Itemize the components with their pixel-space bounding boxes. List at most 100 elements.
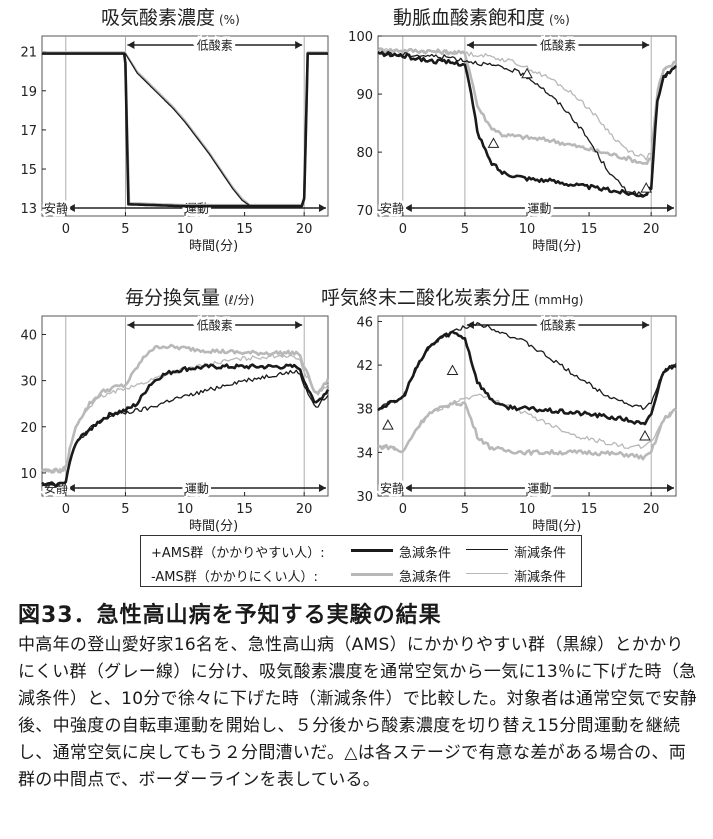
y-tick-label: 80 <box>356 146 373 161</box>
legend-condition-label: 急減条件 <box>399 546 452 561</box>
figure-caption: 中高年の登山愛好家16名を、急性高山病（AMS）にかかりやすい群（黒線）とかかり… <box>18 635 697 790</box>
x-tick-label: 20 <box>643 222 660 237</box>
y-tick-label: 20 <box>20 421 37 436</box>
significance-triangle-icon <box>487 137 500 148</box>
x-tick-label: 5 <box>121 502 129 517</box>
plot-frame <box>41 35 329 217</box>
exercise-label: 運動 <box>527 482 551 496</box>
significance-triangle-icon <box>639 429 651 441</box>
y-tick-label: 21 <box>20 46 37 61</box>
series-line-neg-gradual <box>377 47 677 161</box>
legend-condition-label: 急減条件 <box>399 570 452 585</box>
series-line-pos-gradual <box>41 369 329 488</box>
legend-swatch-neg-gradual <box>466 573 508 574</box>
x-tick-label: 10 <box>177 222 194 237</box>
hypoxia-label: 低酸素 <box>197 38 233 53</box>
significance-triangle-icon <box>521 67 533 79</box>
chart-title: 毎分換気量 <box>125 287 220 309</box>
x-tick-label: 20 <box>296 222 313 237</box>
x-tick-label: 10 <box>519 222 536 237</box>
y-tick-label: 13 <box>20 202 37 217</box>
series-line-neg-rapid <box>41 343 330 474</box>
figure-title: 図33．急性高山病を予知する実験の結果 <box>18 603 442 628</box>
legend-box: +AMS群（かかりやすい人）: 急減条件 漸減条件 -AMS群（かかりにくい人）… <box>140 535 582 587</box>
exercise-label: 運動 <box>185 202 209 216</box>
x-axis-label: 時間(分) <box>189 239 238 254</box>
y-tick-label: 38 <box>356 403 373 418</box>
series-line-neg-rapid <box>377 399 677 461</box>
x-tick-label: 15 <box>581 222 598 237</box>
arrow-right-icon <box>642 41 650 49</box>
y-tick-label: 15 <box>20 163 37 178</box>
legend-row-ams-negative: -AMS群（かかりにくい人）: 急減条件 漸減条件 <box>141 562 581 586</box>
arrow-left-icon <box>466 41 474 49</box>
y-tick-label: 46 <box>356 315 373 330</box>
series-line-pos-rapid <box>377 50 677 198</box>
y-tick-label: 40 <box>20 328 37 343</box>
chart-title: 吸気酸素濃度 <box>101 7 215 29</box>
x-tick-label: 5 <box>121 222 129 237</box>
series-line-pos-gradual <box>377 322 677 411</box>
x-axis-label: 時間(分) <box>532 239 581 254</box>
y-tick-label: 90 <box>356 88 373 103</box>
significance-triangle-icon <box>640 182 653 193</box>
legend-row-ams-positive: +AMS群（かかりやすい人）: 急減条件 漸減条件 <box>141 538 581 562</box>
hypoxia-label: 低酸素 <box>540 318 576 333</box>
series-line-pos-rapid <box>41 363 330 488</box>
arrow-left-icon <box>67 484 75 492</box>
series-line-pos-rapid <box>377 330 677 426</box>
arrow-left-icon <box>127 321 135 329</box>
chart-title: 動脈血酸素飽和度 <box>393 7 545 29</box>
chart-unit: (%) <box>549 13 570 27</box>
rest-label: 安静 <box>380 201 404 216</box>
arrow-right-icon <box>667 484 674 492</box>
chart-unit: (ℓ/分) <box>224 293 254 307</box>
chart-unit: (%) <box>219 13 240 27</box>
x-tick-label: 0 <box>399 502 407 517</box>
legend-swatch-pos-rapid <box>351 549 393 552</box>
legend-condition-label: 漸減条件 <box>514 570 567 585</box>
legend-group-label: -AMS群（かかりにくい人）: <box>151 570 318 585</box>
y-tick-label: 19 <box>20 85 37 100</box>
legend-condition-label: 漸減条件 <box>514 546 567 561</box>
y-tick-label: 10 <box>20 467 37 482</box>
y-tick-label: 30 <box>356 490 373 505</box>
x-tick-label: 15 <box>236 502 253 517</box>
hypoxia-label: 低酸素 <box>197 318 233 333</box>
plot-frame <box>41 315 329 497</box>
arrow-right-icon <box>295 41 303 49</box>
arrow-right-icon <box>319 484 326 492</box>
series-line-neg-gradual <box>41 353 329 474</box>
chart-title: 呼気終末二酸化炭素分圧 <box>321 287 530 309</box>
rest-label: 安静 <box>380 481 404 496</box>
x-tick-label: 5 <box>461 502 469 517</box>
arrow-right-icon <box>319 204 326 212</box>
exercise-label: 運動 <box>527 202 551 216</box>
x-axis-label: 時間(分) <box>532 519 581 534</box>
x-tick-label: 0 <box>399 222 407 237</box>
arrow-right-icon <box>295 321 303 329</box>
series-line-pos-gradual <box>42 52 328 207</box>
x-tick-label: 10 <box>177 502 194 517</box>
y-tick-label: 100 <box>348 30 373 45</box>
chart-unit: (mmHg) <box>534 293 583 307</box>
x-tick-label: 15 <box>236 222 253 237</box>
y-tick-label: 30 <box>20 375 37 390</box>
x-tick-label: 0 <box>62 222 70 237</box>
arrow-left-icon <box>404 484 412 492</box>
series-line-neg-gradual <box>377 393 677 453</box>
x-tick-label: 20 <box>296 502 313 517</box>
x-tick-label: 20 <box>643 502 660 517</box>
legend-group-label: +AMS群（かかりやすい人）: <box>151 546 325 561</box>
series-line-neg-rapid <box>42 51 328 207</box>
y-tick-label: 34 <box>356 446 373 461</box>
x-tick-label: 10 <box>519 502 536 517</box>
arrow-left-icon <box>127 41 135 49</box>
series-line-pos-gradual <box>377 50 677 197</box>
x-tick-label: 5 <box>461 222 469 237</box>
plot-frame <box>377 35 677 217</box>
